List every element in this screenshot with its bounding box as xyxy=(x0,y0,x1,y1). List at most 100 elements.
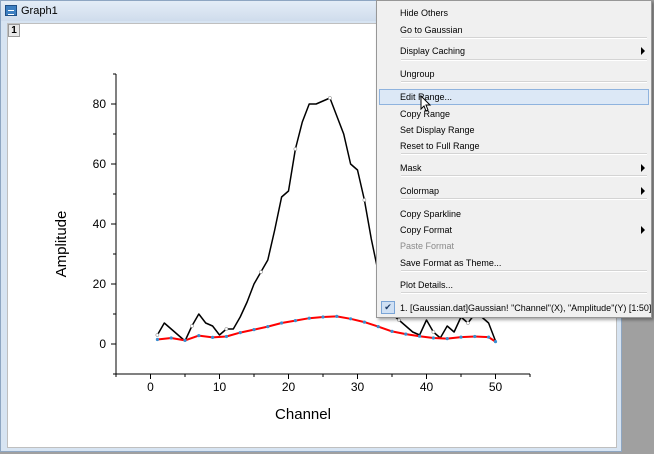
submenu-arrow-icon xyxy=(641,226,645,234)
fit-series-line xyxy=(157,315,497,343)
menu-item-set-display-range[interactable]: Set Display Range xyxy=(379,122,649,138)
x-axis-title: Channel xyxy=(275,406,331,423)
fit-point xyxy=(390,329,394,333)
y-tick-label: 0 xyxy=(99,337,106,351)
menu-item-paste-format[interactable]: Paste Format xyxy=(379,238,649,254)
menu-item-label: Copy Range xyxy=(400,109,451,119)
window-title: Graph1 xyxy=(21,5,58,17)
data-series-line xyxy=(156,97,497,342)
fit-point xyxy=(493,340,498,344)
data-point xyxy=(190,324,194,328)
fit-point xyxy=(307,316,311,320)
check-icon: ✔ xyxy=(381,301,395,314)
data-point xyxy=(466,321,470,325)
y-tick-label: 80 xyxy=(93,97,107,111)
menu-item-copy-sparkline[interactable]: Copy Sparkline xyxy=(379,206,649,222)
fit-point xyxy=(252,328,256,332)
menu-item-label: 1. [Gaussian.dat]Gaussian! "Channel"(X),… xyxy=(400,303,652,313)
menu-item-label: Plot Details... xyxy=(400,280,454,290)
menu-item-label: Reset to Full Range xyxy=(400,141,480,151)
menu-item-label: Copy Sparkline xyxy=(400,209,462,219)
menu-item-reset-to-full-range[interactable]: Reset to Full Range xyxy=(379,138,649,154)
menu-item-label: Edit Range... xyxy=(400,92,453,102)
fit-point xyxy=(183,338,187,342)
fit-point xyxy=(280,321,284,325)
data-point xyxy=(397,318,401,322)
fit-point xyxy=(293,319,297,323)
data-point xyxy=(431,330,436,334)
menu-item-save-format-as-theme[interactable]: Save Format as Theme... xyxy=(379,255,649,271)
menu-item-label: Set Display Range xyxy=(400,125,475,135)
submenu-arrow-icon xyxy=(641,187,645,195)
x-tick-label: 50 xyxy=(489,380,503,394)
menu-separator xyxy=(401,59,647,61)
menu-separator xyxy=(401,37,647,39)
menu-separator xyxy=(401,153,647,155)
menu-item-label: Save Format as Theme... xyxy=(400,258,502,268)
menu-item-colormap[interactable]: Colormap xyxy=(379,183,649,199)
data-point xyxy=(259,270,263,274)
menu-item-label: Colormap xyxy=(400,186,440,196)
menu-separator xyxy=(401,270,647,272)
fit-point xyxy=(404,332,408,336)
menu-item-label: Ungroup xyxy=(400,69,435,79)
menu-separator xyxy=(401,292,647,294)
context-menu: Hide Others Go to Gaussian Display Caching… xyxy=(376,0,652,318)
y-tick-label: 40 xyxy=(93,217,107,231)
x-tick-label: 30 xyxy=(351,380,365,394)
fit-point xyxy=(197,334,201,338)
fit-point xyxy=(362,320,366,324)
mouse-cursor-icon xyxy=(420,95,432,112)
fit-point xyxy=(266,325,270,329)
fit-point xyxy=(238,331,242,335)
menu-item-label: Hide Others xyxy=(400,8,449,18)
fit-point xyxy=(224,334,228,339)
data-point xyxy=(362,198,367,202)
fit-point xyxy=(459,335,463,339)
y-axis-title: Amplitude xyxy=(53,211,70,278)
menu-item-display-caching[interactable]: Display Caching xyxy=(379,43,649,59)
menu-item-plot-dataset-entry[interactable]: 1. [Gaussian.dat]Gaussian! "Channel"(X),… xyxy=(379,300,652,316)
menu-separator xyxy=(401,198,647,200)
menu-item-copy-format[interactable]: Copy Format xyxy=(379,222,649,238)
fit-point xyxy=(155,337,159,342)
menu-item-mask[interactable]: Mask xyxy=(379,160,649,176)
menu-item-label: Paste Format xyxy=(400,241,455,251)
menu-item-hide-others[interactable]: Hide Others xyxy=(379,5,649,21)
fit-point xyxy=(473,334,477,339)
fit-point xyxy=(349,317,353,321)
menu-separator xyxy=(401,175,647,177)
x-tick-label: 0 xyxy=(147,380,154,394)
data-point xyxy=(155,333,160,337)
x-tick-label: 10 xyxy=(213,380,227,394)
y-tick-label: 20 xyxy=(93,277,107,291)
layer-indicator[interactable]: 1 xyxy=(8,24,20,37)
fit-point xyxy=(169,336,173,340)
fit-point xyxy=(487,335,491,339)
menu-item-label: Go to Gaussian xyxy=(400,25,463,35)
menu-item-copy-range[interactable]: Copy Range xyxy=(379,106,649,122)
fit-point xyxy=(445,337,449,341)
plot-area[interactable]: 0 10 20 30 40 50 0 20 40 60 80 Channel Amplitude xyxy=(8,24,616,447)
menu-item-go-to-gaussian[interactable]: Go to Gaussian xyxy=(379,22,649,38)
fit-point xyxy=(321,315,325,319)
x-tick-label: 20 xyxy=(282,380,296,394)
fit-point xyxy=(418,334,422,338)
data-point xyxy=(224,327,229,331)
submenu-arrow-icon xyxy=(641,47,645,55)
y-tick-label: 60 xyxy=(93,157,107,171)
menu-item-label: Display Caching xyxy=(400,46,466,56)
menu-item-label: Copy Format xyxy=(400,225,453,235)
x-tick-label: 40 xyxy=(420,380,434,394)
fit-point xyxy=(211,335,215,339)
fit-point xyxy=(431,336,435,340)
graph-window-icon xyxy=(5,5,17,16)
menu-item-label: Mask xyxy=(400,163,422,173)
menu-item-edit-range[interactable]: Edit Range... xyxy=(379,89,649,105)
data-point xyxy=(328,96,332,100)
menu-separator xyxy=(401,81,647,83)
fit-point xyxy=(335,314,339,318)
data-point xyxy=(293,147,298,151)
menu-item-ungroup[interactable]: Ungroup xyxy=(379,66,649,82)
menu-item-plot-details[interactable]: Plot Details... xyxy=(379,277,649,293)
